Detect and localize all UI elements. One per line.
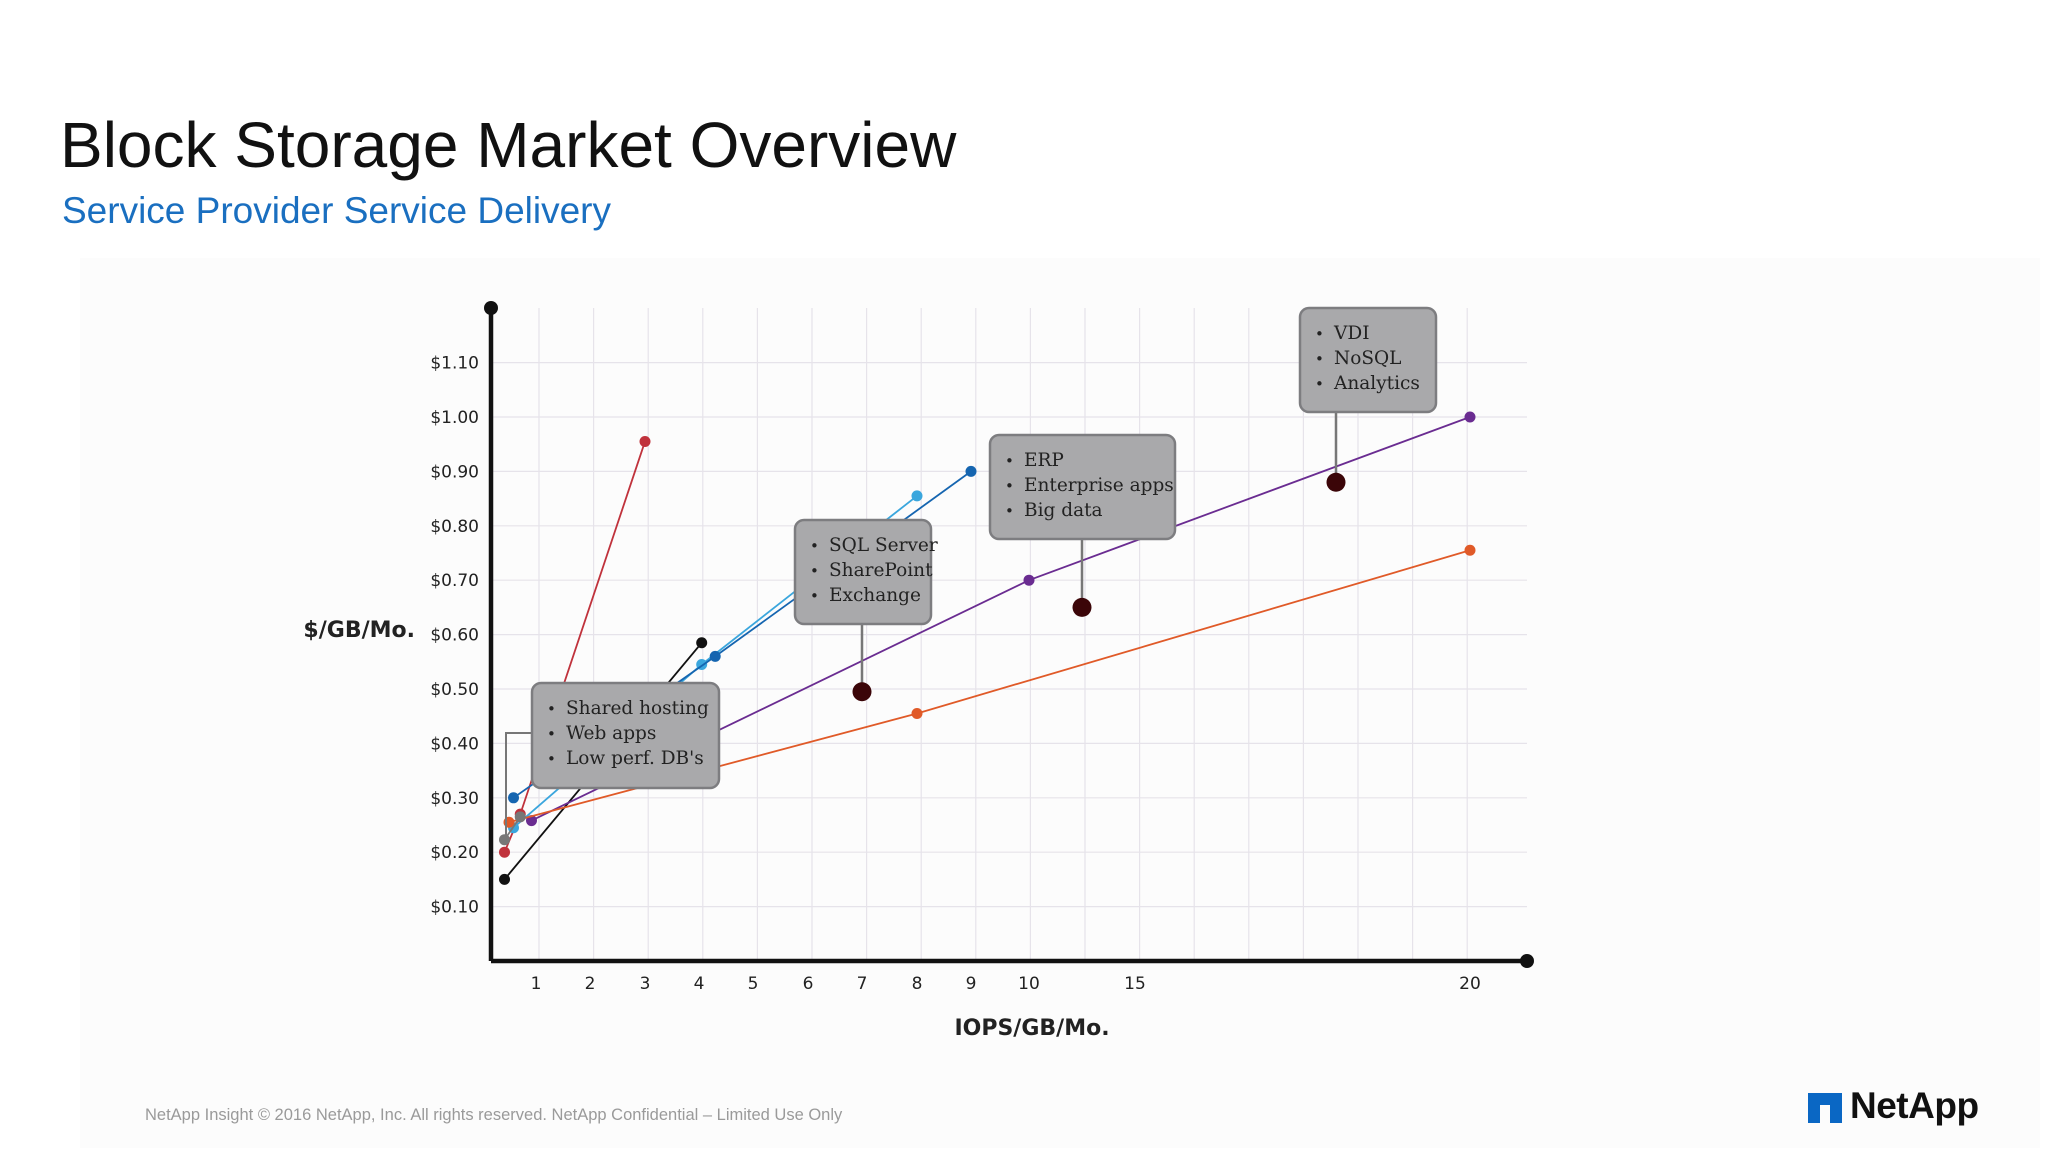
series-point (639, 435, 651, 447)
callout-text: SQL Server (829, 535, 938, 556)
y-tick-label: $0.30 (430, 789, 479, 809)
x-tick-label: 9 (966, 974, 977, 994)
x-tick-label: 10 (1018, 974, 1040, 994)
chart-panel (80, 258, 2040, 1148)
series-point (508, 792, 519, 804)
callout-text: VDI (1333, 323, 1370, 344)
callout-bullet: • (1315, 325, 1324, 343)
y-tick-label: $0.90 (430, 462, 479, 482)
callouts: • Shared hosting• Web apps• Low perf. DB's•… (505, 306, 1438, 840)
callout-2: • SQL Server • SharePoint • Exchange (793, 518, 938, 702)
x-tick-label: 4 (694, 974, 705, 994)
callout-text: NoSQL (1334, 348, 1401, 369)
callout-marker (1072, 597, 1092, 617)
footer-copyright: NetApp Insight © 2016 NetApp, Inc. All r… (145, 1106, 843, 1124)
callout-bullet: • (547, 750, 556, 768)
callout-bullet: • (1005, 452, 1014, 470)
axes (484, 301, 1534, 968)
callout-box (793, 518, 933, 626)
series-point (1023, 574, 1035, 586)
series-point (499, 846, 510, 858)
callout-bullet: • (810, 537, 819, 555)
callout-box (988, 433, 1177, 541)
callout-marker (1326, 472, 1346, 492)
x-tick-label: 5 (748, 974, 759, 994)
x-axis-label: IOPS/GB/Mo. (954, 1016, 1109, 1041)
callout-text: Shared hosting (566, 698, 709, 719)
callout-4: • VDI • NoSQL • Analytics (1298, 306, 1438, 492)
series-point (911, 490, 923, 502)
callout-text: Enterprise apps (1024, 475, 1174, 496)
tick-labels: $0.10 $0.20 $0.30 $0.40 $0.50 $0.60 $0.70 $0.80… (430, 354, 1480, 994)
callout-bullet: • (810, 562, 819, 580)
y-tick-label: $0.60 (430, 626, 479, 646)
callout-bullet: • (810, 587, 819, 605)
callout-bullet: • (1005, 477, 1014, 495)
callout-marker (852, 682, 872, 702)
series-point (696, 637, 708, 649)
callout-3: • ERP • Enterprise apps • Big data (988, 433, 1177, 617)
callout-box (530, 681, 721, 790)
x-axis-end-dot (1520, 954, 1534, 968)
slide-title: Block Storage Market Overview (60, 109, 957, 181)
netapp-logo: NetApp (1808, 1085, 1979, 1127)
y-tick-label: $0.70 (430, 571, 479, 591)
grid (491, 308, 1527, 961)
y-tick-label: $0.80 (430, 517, 479, 537)
callout-text: SharePoint (829, 560, 933, 581)
series-point (499, 834, 510, 846)
y-tick-label: $1.10 (430, 354, 479, 374)
y-tick-label: $0.20 (430, 843, 479, 863)
series-point (499, 873, 510, 885)
callout-leader (505, 732, 532, 840)
y-axis-end-dot (484, 301, 498, 315)
callout-text: Low perf. DB's (566, 748, 704, 769)
y-tick-label: $1.00 (430, 408, 479, 428)
x-tick-label: 3 (640, 974, 651, 994)
callout-text: ERP (1024, 450, 1064, 471)
x-tick-label: 7 (857, 974, 868, 994)
series-point (965, 465, 977, 477)
x-tick-label: 15 (1124, 974, 1146, 994)
y-tick-label: $0.50 (430, 680, 479, 700)
y-tick-label: $0.40 (430, 734, 479, 754)
callout-bullet: • (1005, 502, 1014, 520)
callout-bullet: • (1315, 350, 1324, 368)
callout-1: • Shared hosting • Web apps • Low perf. DB's (505, 681, 721, 840)
series-point (1464, 544, 1476, 556)
callout-text: Exchange (829, 585, 921, 606)
callout-bullet: • (547, 725, 556, 743)
logo-text: NetApp (1850, 1085, 1979, 1126)
x-tick-label: 8 (912, 974, 923, 994)
x-tick-label: 1 (531, 974, 542, 994)
series-point (709, 650, 721, 662)
callout-text: Web apps (566, 723, 656, 744)
y-axis-label: $/GB/Mo. (303, 618, 415, 643)
callout-box (1298, 306, 1438, 414)
x-tick-label: 6 (803, 974, 814, 994)
callout-bullet: • (547, 700, 556, 718)
series-point (911, 707, 923, 719)
y-tick-label: $0.10 (430, 898, 479, 918)
callout-bullet: • (1315, 375, 1324, 393)
series-point (1464, 411, 1476, 423)
callout-text: Big data (1024, 500, 1103, 521)
slide-subtitle: Service Provider Service Delivery (62, 190, 612, 231)
x-tick-label: 20 (1459, 974, 1481, 994)
netapp-logo-icon (1808, 1093, 1842, 1123)
callout-text: Analytics (1333, 373, 1420, 394)
x-tick-label: 2 (585, 974, 596, 994)
series-point (514, 811, 526, 823)
